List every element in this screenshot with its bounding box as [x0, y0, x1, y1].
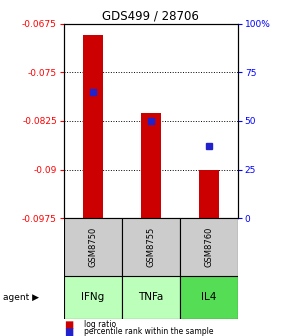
Bar	[122, 276, 180, 319]
Text: GSM8760: GSM8760	[204, 227, 213, 267]
Bar	[122, 218, 180, 276]
Bar	[180, 218, 238, 276]
Bar	[64, 276, 122, 319]
Text: GSM8750: GSM8750	[88, 227, 97, 267]
Text: IL4: IL4	[201, 292, 217, 302]
Title: GDS499 / 28706: GDS499 / 28706	[102, 9, 199, 23]
Bar	[141, 113, 161, 218]
Text: ■: ■	[64, 327, 73, 336]
Text: ■: ■	[64, 320, 73, 330]
Text: TNFa: TNFa	[138, 292, 164, 302]
Bar	[199, 170, 219, 218]
Bar	[64, 218, 122, 276]
Text: IFNg: IFNg	[81, 292, 104, 302]
Bar	[83, 35, 103, 218]
Text: agent ▶: agent ▶	[3, 293, 39, 302]
Bar	[180, 276, 238, 319]
Text: percentile rank within the sample: percentile rank within the sample	[84, 327, 214, 336]
Text: log ratio: log ratio	[84, 321, 116, 329]
Text: GSM8755: GSM8755	[146, 227, 155, 267]
